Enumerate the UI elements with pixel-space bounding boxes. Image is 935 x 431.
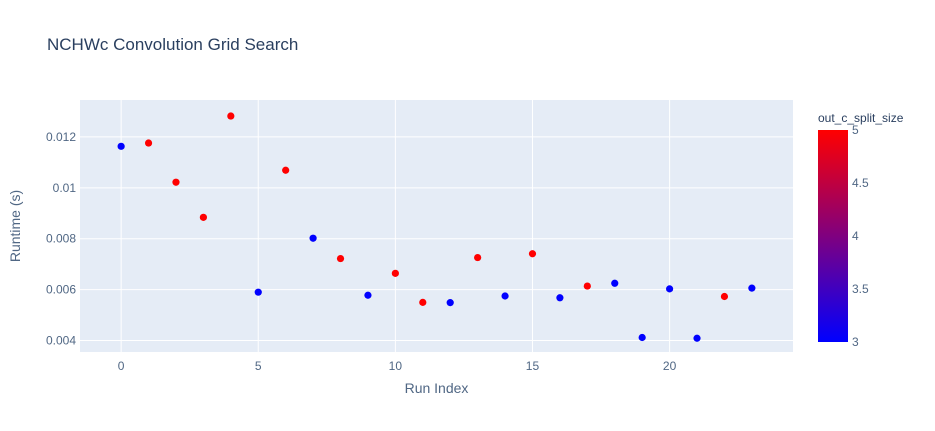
chart-title: NCHWc Convolution Grid Search: [47, 35, 298, 54]
data-point[interactable]: [117, 142, 125, 150]
data-point[interactable]: [199, 213, 208, 221]
y-axis-title: Runtime (s): [7, 190, 23, 262]
x-axis-title: Run Index: [405, 380, 469, 396]
colorbar-title: out_c_split_size: [818, 111, 904, 125]
data-point[interactable]: [611, 279, 619, 287]
colorbar: [818, 130, 848, 342]
colorbar-tick-label: 4: [852, 229, 859, 243]
y-tick-label: 0.012: [46, 130, 76, 144]
x-tick-labels: 0 5 10 15 20: [118, 359, 677, 373]
colorbar-tick-label: 4.5: [852, 176, 869, 190]
data-point[interactable]: [364, 291, 372, 299]
data-point[interactable]: [748, 284, 756, 292]
data-point[interactable]: [419, 298, 427, 306]
grid-lines: [80, 100, 793, 352]
data-point[interactable]: [693, 334, 701, 342]
x-tick-label: 0: [118, 359, 125, 373]
data-point[interactable]: [144, 139, 153, 147]
colorbar-tick-label: 5: [852, 123, 859, 137]
data-point[interactable]: [336, 254, 345, 263]
x-tick-label: 20: [663, 359, 677, 373]
data-point[interactable]: [474, 253, 482, 262]
data-point[interactable]: [227, 112, 235, 120]
y-tick-label: 0.008: [46, 232, 76, 246]
y-tick-label: 0.004: [46, 334, 76, 348]
x-tick-label: 15: [526, 359, 540, 373]
data-point[interactable]: [254, 288, 262, 296]
data-point[interactable]: [556, 294, 564, 302]
colorbar-tick-label: 3: [852, 335, 859, 349]
data-point[interactable]: [282, 166, 290, 174]
data-point[interactable]: [638, 333, 646, 342]
y-tick-label: 0.006: [46, 283, 76, 297]
data-point[interactable]: [665, 285, 674, 293]
plot-area: [80, 100, 793, 352]
y-tick-label: 0.01: [53, 181, 77, 195]
data-point[interactable]: [720, 292, 729, 301]
data-point[interactable]: [583, 282, 591, 290]
x-tick-label: 5: [255, 359, 262, 373]
data-point[interactable]: [391, 269, 399, 277]
x-tick-label: 10: [389, 359, 403, 373]
colorbar-tick-labels: 3 3.5 4 4.5 5: [852, 123, 869, 349]
data-point[interactable]: [528, 250, 537, 258]
data-point[interactable]: [309, 234, 317, 242]
colorbar-tick-label: 3.5: [852, 282, 869, 296]
data-point[interactable]: [501, 292, 509, 300]
data-point[interactable]: [172, 178, 180, 186]
y-tick-labels: 0.004 0.006 0.008 0.01 0.012: [46, 130, 76, 348]
data-points: [117, 112, 756, 342]
data-point[interactable]: [446, 299, 454, 307]
